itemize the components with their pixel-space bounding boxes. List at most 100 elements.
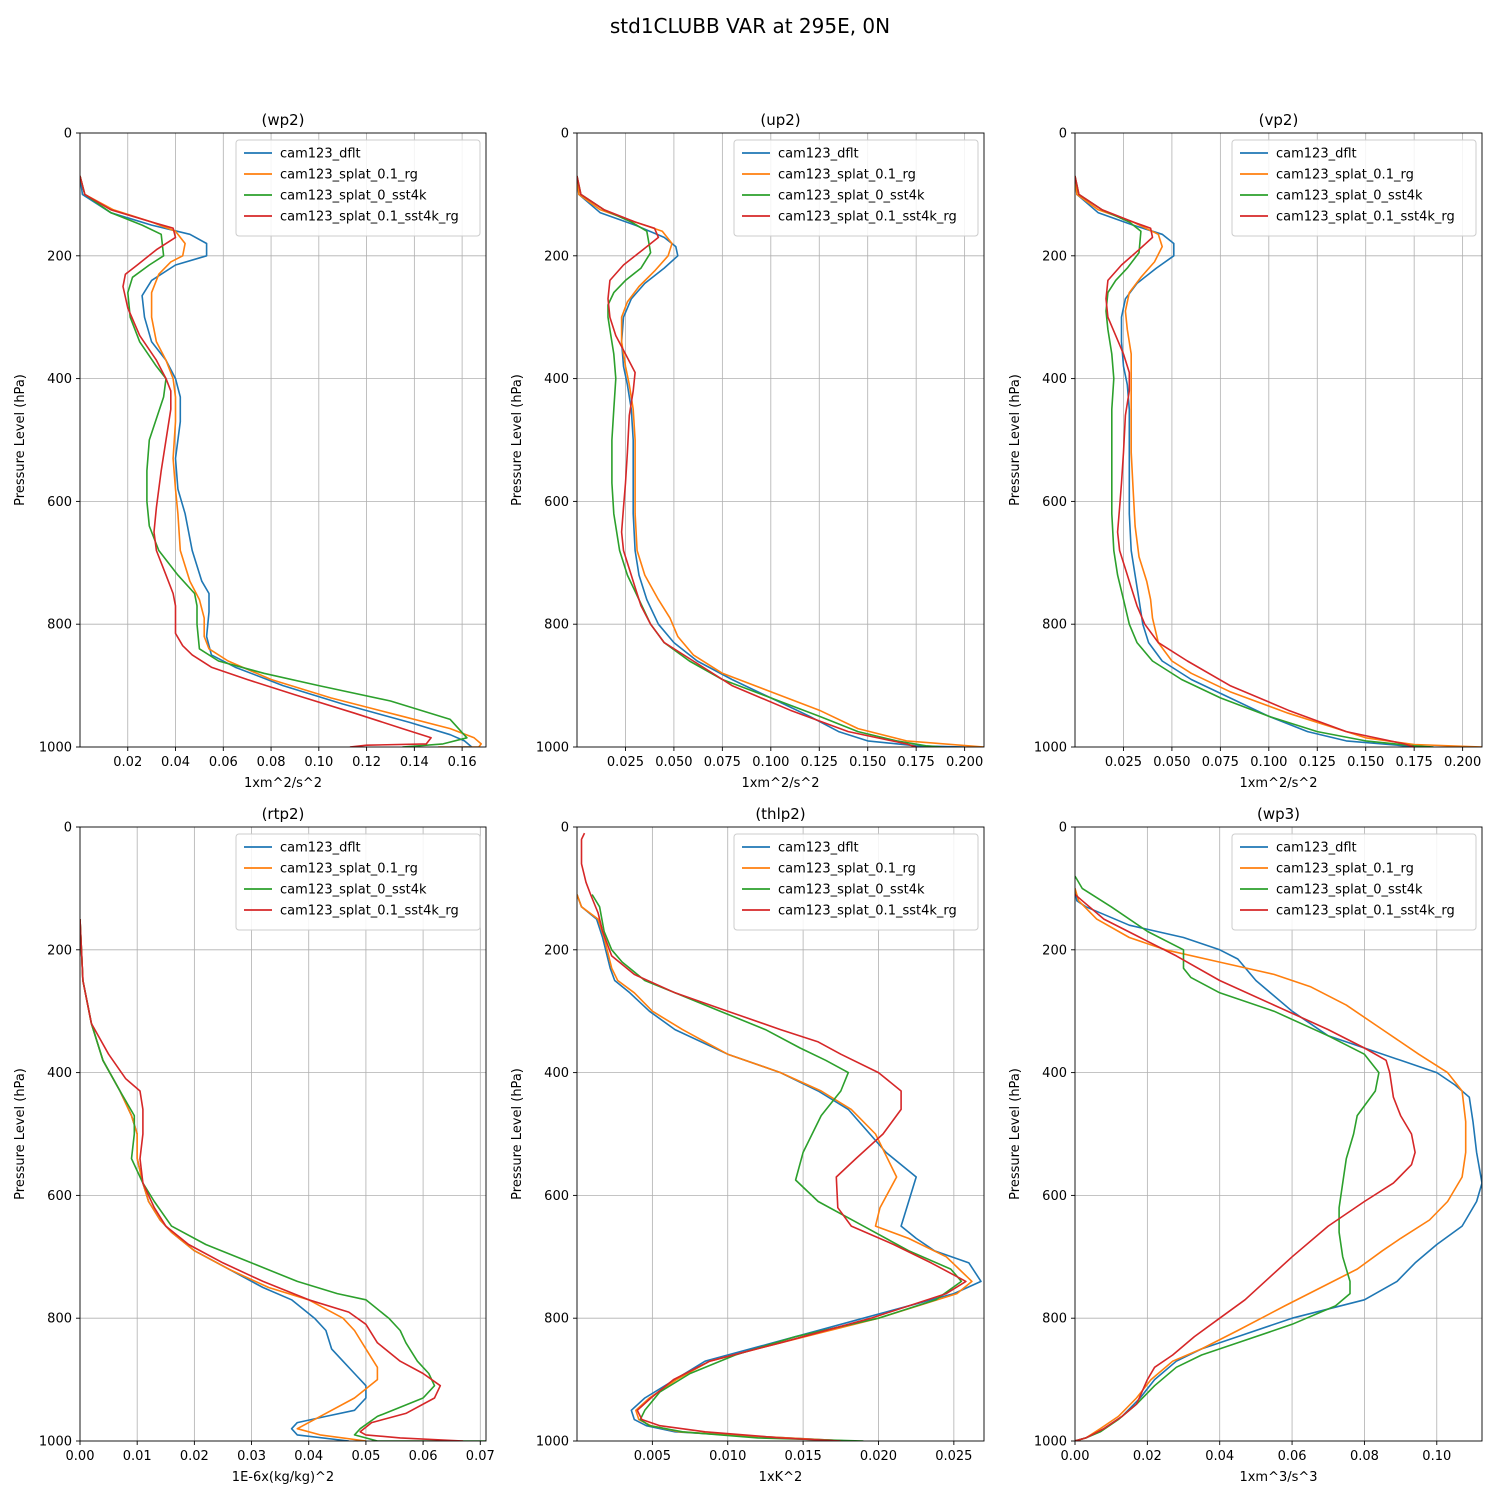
series-line-cam123_splat_0.1_rg	[80, 175, 483, 747]
x-axis-label: 1xm^2/s^2	[1239, 776, 1317, 791]
x-axis-label: 1xm^2/s^2	[741, 776, 819, 791]
legend-label: cam123_splat_0.1_rg	[280, 862, 418, 877]
legend-label: cam123_splat_0.1_rg	[1276, 168, 1414, 183]
y-axis-label: Pressure Level (hPa)	[1008, 374, 1023, 506]
legend-label: cam123_splat_0.1_rg	[778, 168, 916, 183]
subplot-title: (vp2)	[1259, 111, 1299, 129]
legend-box	[235, 833, 481, 931]
y-tick-label: 400	[544, 372, 569, 387]
legend: cam123_dflt cam123_splat_0.1_rg cam123_spl…	[1231, 139, 1477, 237]
series-line-cam123_splat_0.1_sst4k_rg	[1075, 175, 1415, 747]
y-tick-label: 800	[544, 1312, 569, 1327]
legend: cam123_dflt cam123_splat_0.1_rg cam123_spl…	[1231, 833, 1477, 931]
x-tick-label: 0.02	[113, 755, 142, 770]
y-tick-label: 600	[1042, 495, 1067, 510]
y-tick-label: 400	[544, 1066, 569, 1081]
x-tick-label: 0.100	[752, 755, 789, 770]
y-tick-label: 1000	[536, 741, 569, 756]
y-tick-label: 800	[47, 1312, 72, 1327]
legend: cam123_dflt cam123_splat_0.1_rg cam123_spl…	[733, 139, 979, 237]
legend: cam123_dflt cam123_splat_0.1_rg cam123_spl…	[235, 139, 481, 237]
x-tick-label: 0.050	[655, 755, 692, 770]
x-tick-label: 0.07	[466, 1449, 495, 1464]
series-line-cam123_dflt	[577, 894, 982, 1441]
series-line-cam123_splat_0.1_sst4k_rg	[580, 832, 967, 1441]
x-tick-label: 0.050	[1153, 755, 1190, 770]
x-tick-label: 0.025	[607, 755, 644, 770]
x-tick-label: 0.10	[304, 755, 333, 770]
x-tick-label: 0.150	[849, 755, 886, 770]
y-tick-label: 600	[1042, 1189, 1067, 1204]
series-line-cam123_splat_0.1_rg	[577, 894, 973, 1441]
series-line-cam123_splat_0_sst4k	[591, 894, 963, 1441]
subplot-title: (wp3)	[1257, 805, 1300, 823]
legend-box	[1231, 139, 1477, 237]
y-tick-label: 200	[544, 943, 569, 958]
y-tick-label: 400	[47, 1066, 72, 1081]
legend-label: cam123_splat_0_sst4k	[778, 883, 925, 898]
x-tick-label: 0.04	[161, 755, 190, 770]
y-axis-label: Pressure Level (hPa)	[13, 374, 28, 506]
axes-frame	[576, 826, 985, 1442]
figure-title: std1CLUBB VAR at 295E, 0N	[609, 14, 891, 38]
y-tick-label: 0	[1059, 821, 1067, 836]
series-line-cam123_splat_0.1_sst4k_rg	[1075, 893, 1416, 1441]
y-tick-label: 600	[47, 1189, 72, 1204]
series-line-cam123_splat_0_sst4k	[577, 175, 942, 747]
legend-label: cam123_dflt	[280, 147, 361, 162]
legend-label: cam123_dflt	[778, 147, 859, 162]
y-tick-label: 1000	[39, 1435, 72, 1450]
legend-label: cam123_dflt	[1276, 841, 1357, 856]
subplot-title: (wp2)	[261, 111, 304, 129]
y-tick-label: 400	[1042, 372, 1067, 387]
series-line-cam123_dflt	[1075, 888, 1482, 1441]
subplot-thlp2: 0.005 0.010 0.015 0.020 0.025 0 200 400 600 800 10…	[510, 805, 985, 1485]
x-axis-label: 1xK^2	[759, 1470, 803, 1485]
axes-frame	[576, 132, 985, 748]
legend-label: cam123_splat_0.1_rg	[1276, 862, 1414, 877]
x-tick-label: 0.06	[209, 755, 238, 770]
legend-box	[235, 139, 481, 237]
series-line-cam123_dflt	[80, 175, 473, 747]
y-axis-label: Pressure Level (hPa)	[13, 1068, 28, 1200]
y-tick-label: 400	[1042, 1066, 1067, 1081]
series-line-cam123_splat_0.1_rg	[1075, 175, 1482, 747]
y-tick-label: 0	[1059, 127, 1067, 142]
legend-label: cam123_splat_0_sst4k	[280, 883, 427, 898]
y-axis-label: Pressure Level (hPa)	[510, 1068, 525, 1200]
y-tick-label: 0	[561, 127, 569, 142]
axes-frame	[1074, 132, 1483, 748]
x-tick-label: 0.04	[1205, 1449, 1234, 1464]
y-axis-label: Pressure Level (hPa)	[510, 374, 525, 506]
y-tick-label: 800	[1042, 618, 1067, 633]
series-line-cam123_dflt	[1075, 175, 1415, 747]
legend-label: cam123_dflt	[778, 841, 859, 856]
x-tick-label: 0.16	[448, 755, 477, 770]
legend-label: cam123_splat_0.1_rg	[280, 168, 418, 183]
series-line-cam123_splat_0_sst4k	[1075, 875, 1380, 1441]
x-tick-label: 0.04	[294, 1449, 323, 1464]
legend-label: cam123_splat_0.1_sst4k_rg	[778, 904, 957, 919]
series-line-cam123_splat_0.1_sst4k_rg	[80, 919, 464, 1441]
x-tick-label: 0.020	[860, 1449, 897, 1464]
y-tick-label: 800	[47, 618, 72, 633]
y-tick-label: 200	[1042, 943, 1067, 958]
x-tick-label: 0.200	[946, 755, 983, 770]
y-tick-label: 200	[47, 943, 72, 958]
x-axis-label: 1xm^2/s^2	[244, 776, 322, 791]
legend-label: cam123_splat_0_sst4k	[778, 189, 925, 204]
series-line-cam123_splat_0.1_sst4k_rg	[80, 175, 432, 747]
y-tick-label: 200	[47, 249, 72, 264]
x-tick-label: 0.00	[1061, 1449, 1090, 1464]
y-tick-label: 600	[47, 495, 72, 510]
subplot-wp2: 0.02 0.04 0.06 0.08 0.10 0.12 0.14 0.16 0 200 400 6…	[13, 111, 487, 791]
series-line-cam123_splat_0_sst4k	[80, 175, 468, 747]
subplot-rtp2: 0.00 0.01 0.02 0.03 0.04 0.05 0.06 0.07 0 200 400 6…	[13, 805, 495, 1485]
subplot-title: (rtp2)	[262, 805, 305, 823]
subplot-up2: 0.025 0.050 0.075 0.100 0.125 0.150 0.175 0.200…	[510, 111, 985, 791]
legend: cam123_dflt cam123_splat_0.1_rg cam123_spl…	[235, 833, 481, 931]
x-tick-label: 0.01	[123, 1449, 152, 1464]
legend-label: cam123_splat_0.1_rg	[778, 862, 916, 877]
x-tick-label: 0.175	[1396, 755, 1433, 770]
